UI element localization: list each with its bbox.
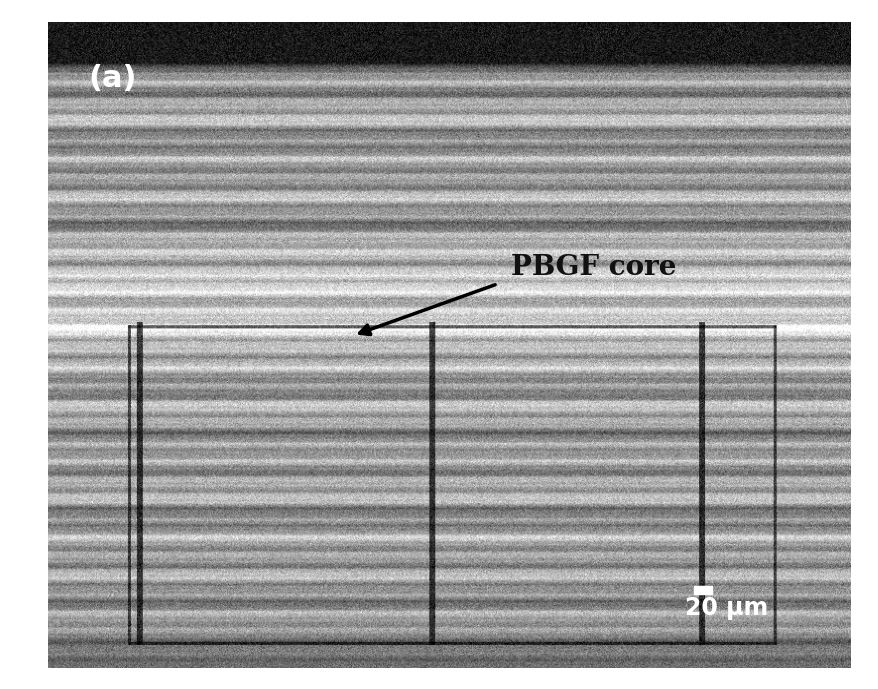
Text: (a): (a) [89, 64, 137, 93]
Text: PBGF core: PBGF core [511, 254, 676, 281]
FancyBboxPatch shape [694, 586, 711, 594]
Text: 20 μm: 20 μm [684, 596, 767, 620]
